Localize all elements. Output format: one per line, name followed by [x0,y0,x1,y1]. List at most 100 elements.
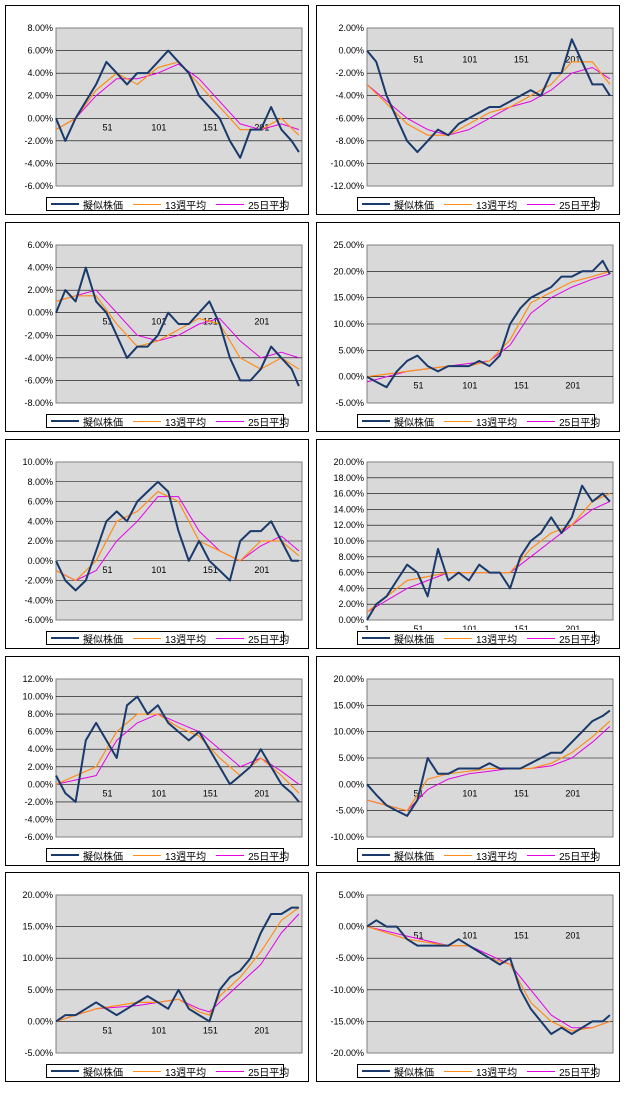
y-tick-label: 12.00% [22,674,53,684]
chart-panel: 2.00% 0.00% -2.00% -4.00% -6.00% -8.00% -10.00… [316,5,620,215]
legend-swatch [527,203,556,205]
y-tick-label: 5.00% [338,890,364,900]
x-tick-label: 201 [565,381,580,391]
legend-item: 25日平均 [216,631,289,646]
legend-swatch [362,203,390,205]
y-tick-label: -4.00% [24,595,53,605]
chart-svg: 12.00% 10.00% 8.00% 6.00% 4.00% 2.00% 0.00% -2.… [22,674,303,842]
x-tick-label: 151 [203,565,218,575]
legend-item: 13週平均 [444,1064,517,1079]
legend-item: 擬似株価 [51,197,123,212]
x-tick-label: 51 [102,317,112,327]
x-tick-label: 151 [203,788,218,798]
y-tick-label: -2.00% [24,576,53,586]
legend-label: 13週平均 [165,200,207,212]
y-tick-label: 10.00% [22,953,53,963]
x-tick-label: 151 [203,122,218,132]
y-tick-label: -2.00% [335,68,364,78]
legend-item: 擬似株価 [362,848,434,863]
series-line-price [55,480,299,592]
chart-panel: 10.00% 8.00% 6.00% 4.00% 2.00% 0.00% -2.00% -4.… [5,439,309,649]
chart-svg: 2.00% 0.00% -2.00% -4.00% -6.00% -8.00% -10.00… [330,23,614,191]
legend-label: 13週平均 [165,417,207,429]
series-line-price [366,259,611,389]
y-tick-label: 20.00% [333,457,364,467]
x-tick-label: 201 [565,931,580,941]
y-tick-label: 2.00% [27,91,53,101]
series-line-price [55,266,300,387]
legend-item: 擬似株価 [51,414,123,429]
series-line-ma25d [366,67,611,136]
legend-swatch [527,637,556,639]
y-tick-label: 10.00% [333,319,364,329]
series-line-price [366,919,611,1035]
legend-item: 25日平均 [527,197,600,212]
series-line-price [366,38,611,154]
plot-area [55,27,303,187]
x-tick-label: 151 [203,1025,218,1035]
chart-legend: 擬似株価 13週平均 25日平均 [46,848,289,863]
x-tick-label: 201 [254,317,269,327]
y-tick-label: 6.00% [27,497,53,507]
x-tick-label: 1 [364,624,369,630]
y-tick-label: -2.00% [24,136,53,146]
y-tick-label: 2.00% [338,599,364,609]
chart-svg: 5.00% 0.00% -5.00% -10.00% -15.00% -20.00% 51 1… [330,890,614,1058]
legend-item: 擬似株価 [362,631,434,646]
x-tick-label: 201 [565,624,580,630]
x-tick-label: 101 [151,122,166,132]
legend-swatch [527,1070,556,1072]
y-tick-label: 15.00% [333,293,364,303]
legend-label: 擬似株価 [394,634,434,646]
plot-area [55,894,303,1054]
y-tick-label: -5.00% [335,806,364,816]
x-tick-label: 51 [413,624,423,630]
series-line-ma25d [366,726,611,812]
legend-item: 25日平均 [527,848,600,863]
legend-swatch [51,1070,79,1072]
legend-item: 擬似株価 [362,197,434,212]
legend-label: 擬似株価 [394,851,434,863]
legend-swatch [133,1070,161,1072]
series-line-price [55,49,300,159]
legend-item: 25日平均 [527,1064,600,1079]
chart-panel: 25.00% 20.00% 15.00% 10.00% 5.00% 0.00% -5.00%… [316,222,620,432]
chart-legend: 擬似株価 13週平均 25日平均 [357,1064,600,1079]
x-tick-label: 51 [102,122,112,132]
legend-label: 25日平均 [559,851,601,863]
legend-label: 擬似株価 [83,851,123,863]
y-tick-label: -4.00% [24,158,53,168]
chart-svg: 25.00% 20.00% 15.00% 10.00% 5.00% 0.00% -5.00%… [333,240,614,408]
y-tick-label: 2.00% [27,762,53,772]
y-tick-label: -5.00% [24,1048,53,1058]
x-tick-label: 101 [462,381,477,391]
series-line-ma13w [366,270,611,378]
y-tick-label: 8.00% [27,709,53,719]
y-tick-label: 0.00% [338,922,364,932]
legend-label: 25日平均 [248,1067,290,1079]
y-tick-label: 8.00% [338,552,364,562]
legend-swatch [444,203,472,205]
y-tick-label: 2.00% [27,285,53,295]
series-line-price [366,709,611,817]
x-tick-label: 101 [462,55,477,65]
legend-item: 擬似株価 [51,1064,123,1079]
y-tick-label: -8.00% [24,398,53,408]
legend-swatch [362,637,390,639]
chart-panel: 6.00% 4.00% 2.00% 0.00% -2.00% -4.00% -6.00% -8… [5,222,309,432]
legend-label: 13週平均 [476,851,518,863]
y-tick-label: -5.00% [335,398,364,408]
legend-label: 25日平均 [248,851,290,863]
chart-svg: 20.00%18.00%16.00%14.00%12.00%10.00%8.00… [333,457,614,630]
series-line-ma13w [366,61,611,136]
legend-item: 13週平均 [133,414,206,429]
y-tick-label: 10.00% [22,457,53,467]
series-line-price [55,906,299,1023]
x-tick-label: 101 [151,565,166,575]
chart-legend: 擬似株価 13週平均 25日平均 [357,631,600,646]
y-tick-label: 0.00% [338,615,364,625]
legend-label: 擬似株価 [83,417,123,429]
y-tick-label: 2.00% [338,23,364,33]
x-tick-label: 51 [413,381,423,391]
y-tick-label: 5.00% [338,753,364,763]
